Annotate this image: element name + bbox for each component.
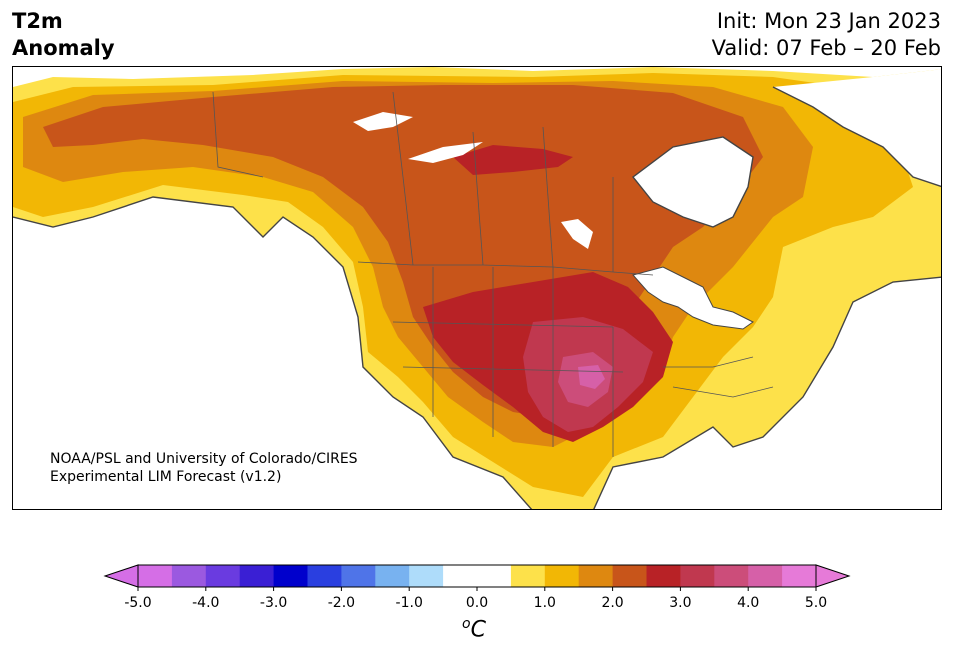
colorbar-tick-label: -2.0 <box>328 595 355 611</box>
credit-line-1: NOAA/PSL and University of Colorado/CIRE… <box>50 451 358 467</box>
colorbar-tick-label: 1.0 <box>534 595 556 611</box>
colorbar-segment <box>477 565 512 587</box>
colorbar-tick-label: 0.0 <box>466 595 488 611</box>
political-borders <box>212 91 774 457</box>
colorbar-segment <box>341 565 376 587</box>
colorbar-segment <box>138 565 173 587</box>
colorbar-segment <box>171 565 207 587</box>
colorbar-segment <box>782 565 817 587</box>
colorbar-tick-label: -5.0 <box>124 595 151 611</box>
colorbar-segment <box>205 565 241 587</box>
colorbar-segment <box>307 565 342 587</box>
colorbar-segment <box>578 565 614 587</box>
colorbar-tick-label: 5.0 <box>805 595 827 611</box>
map-title: T2m Anomaly <box>12 8 115 62</box>
colorbar-segment <box>273 565 308 587</box>
colorbar-tick-label: 2.0 <box>601 595 623 611</box>
colorbar-tick-label: 4.0 <box>737 595 759 611</box>
gulf-and-atlantic <box>593 277 941 509</box>
title-line-1: T2m <box>12 9 63 33</box>
colorbar-segment <box>646 565 681 587</box>
labrador-sea <box>773 69 941 187</box>
colorbar-segment <box>714 565 749 587</box>
colorbar-segment <box>409 565 444 587</box>
colorbar-segment <box>680 565 715 587</box>
great-bear-lake <box>353 112 413 131</box>
colorbar-tick-label: -4.0 <box>192 595 219 611</box>
colorbar-segment <box>443 565 478 587</box>
pacific-ocean <box>13 197 532 509</box>
credit-text: NOAA/PSL and University of Colorado/CIRE… <box>50 450 358 486</box>
map-canvas <box>13 67 941 509</box>
great-slave-lake <box>408 142 483 163</box>
colorbar-unit: oC <box>462 616 486 642</box>
colorbar-segment <box>510 565 546 587</box>
coastlines <box>13 86 941 509</box>
colorbar-tick-label: 3.0 <box>669 595 691 611</box>
colorbar-segments <box>138 565 817 587</box>
forecast-dates: Init: Mon 23 Jan 2023 Valid: 07 Feb – 20… <box>712 8 941 62</box>
unit-celsius: C <box>470 617 486 643</box>
anomaly-map: NOAA/PSL and University of Colorado/CIRE… <box>12 66 942 510</box>
unit-degree: o <box>462 616 471 632</box>
valid-period: Valid: 07 Feb – 20 Feb <box>711 36 941 60</box>
init-date: Init: Mon 23 Jan 2023 <box>716 9 941 33</box>
credit-line-2: Experimental LIM Forecast (v1.2) <box>50 469 282 485</box>
lake-winnipeg <box>561 219 593 249</box>
colorbar-segment <box>544 565 580 587</box>
colorbar-segment <box>239 565 275 587</box>
great-lakes <box>632 266 754 330</box>
colorbar-tick-label: -1.0 <box>396 595 423 611</box>
colorbar-tick-label: -3.0 <box>260 595 287 611</box>
colorbar-over-extend <box>815 564 851 588</box>
hudson-bay <box>633 137 753 227</box>
colorbar-segment <box>612 565 647 587</box>
title-line-2: Anomaly <box>12 36 115 60</box>
colorbar-segment <box>375 565 410 587</box>
colorbar-segment <box>748 565 783 587</box>
colorbar-ticks: -5.0 -4.0 -3.0 -2.0 -1.0 0.0 1.0 2.0 3.0 4.0 5.0 <box>124 587 827 611</box>
colorbar-under-extend <box>103 564 139 588</box>
